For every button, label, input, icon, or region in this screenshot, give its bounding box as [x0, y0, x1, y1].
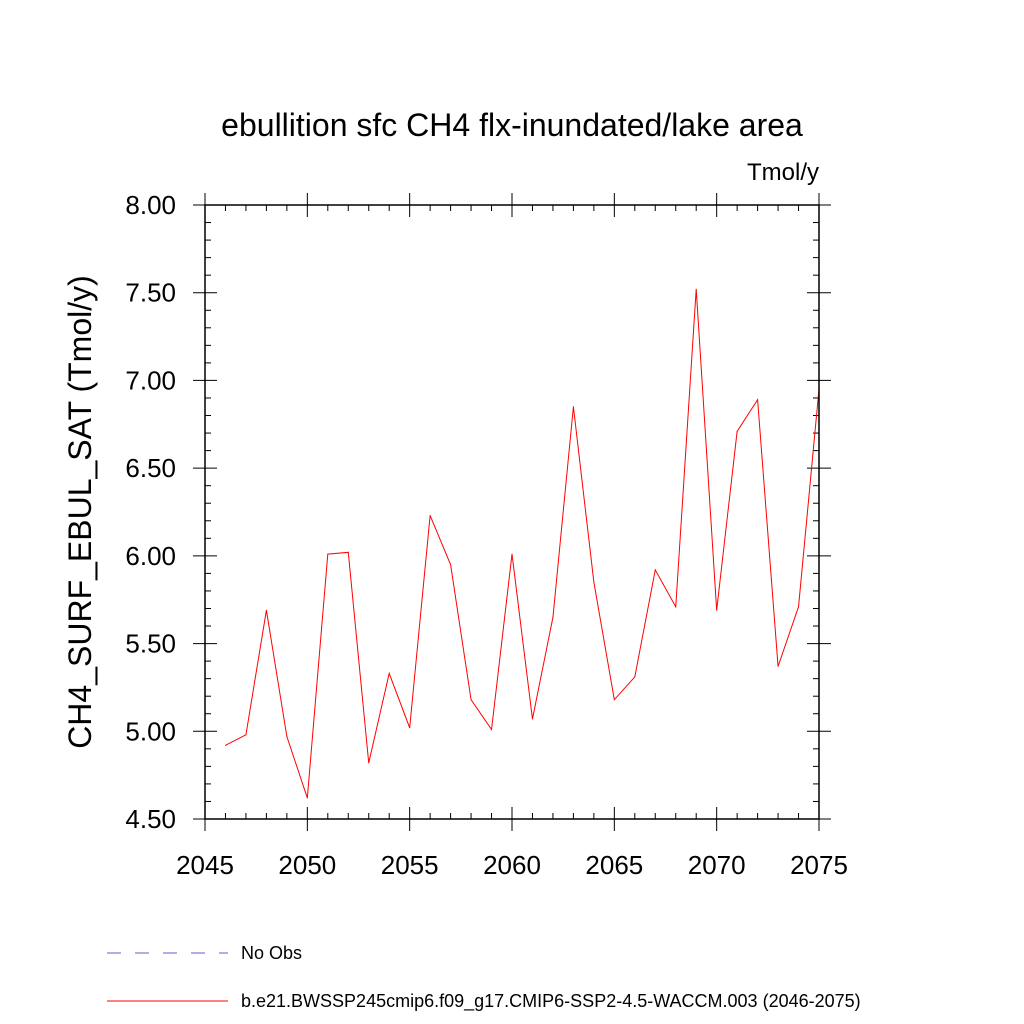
data-point [306, 797, 308, 799]
y-tick-label: 5.00 [125, 716, 176, 746]
x-tick-label: 2065 [585, 850, 643, 880]
data-point [716, 609, 718, 611]
data-point [531, 718, 533, 720]
y-tick-label: 6.00 [125, 541, 176, 571]
data-point [613, 699, 615, 701]
data-point [245, 734, 247, 736]
legend: No Obs b.e21.BWSSP245cmip6.f09_g17.CMIP6… [107, 943, 861, 1012]
data-point [327, 553, 329, 555]
axis-ticks [193, 193, 831, 831]
x-tick-label: 2055 [381, 850, 439, 880]
data-point [347, 551, 349, 553]
legend-label-model-run: b.e21.BWSSP245cmip6.f09_g17.CMIP6-SSP2-4… [241, 991, 861, 1012]
data-point [593, 581, 595, 583]
x-tick-label: 2075 [790, 850, 848, 880]
data-point [409, 727, 411, 729]
y-tick-label: 7.00 [125, 365, 176, 395]
y-tick-label: 4.50 [125, 804, 176, 834]
data-point [511, 553, 513, 555]
data-point [470, 699, 472, 701]
chart-title: ebullition sfc CH4 flx-inundated/lake ar… [221, 107, 803, 143]
y-axis-label: CH4_SURF_EBUL_SAT (Tmol/y) [62, 275, 98, 749]
x-tick-label: 2050 [278, 850, 336, 880]
y-tick-label: 5.50 [125, 629, 176, 659]
data-point [572, 406, 574, 408]
x-tick-label: 2070 [688, 850, 746, 880]
y-tick-label: 8.00 [125, 190, 176, 220]
x-tick-labels: 2045 2050 2055 2060 2065 2070 2075 [176, 850, 848, 880]
data-point [695, 288, 697, 290]
y-tick-label: 6.50 [125, 453, 176, 483]
data-point [368, 762, 370, 764]
data-point [654, 569, 656, 571]
data-point [552, 616, 554, 618]
data-point [450, 564, 452, 566]
data-point [491, 729, 493, 731]
x-tick-label: 2045 [176, 850, 234, 880]
data-point [634, 676, 636, 678]
plot-frame [204, 204, 820, 820]
y-tick-label: 7.50 [125, 278, 176, 308]
series-layer [224, 288, 820, 799]
data-point [736, 430, 738, 432]
data-point [777, 665, 779, 667]
data-point [675, 606, 677, 608]
data-point [429, 515, 431, 517]
data-point [286, 736, 288, 738]
data-point [388, 672, 390, 674]
data-point [224, 744, 226, 746]
data-point [757, 399, 759, 401]
units-label: Tmol/y [747, 159, 819, 186]
x-tick-label: 2060 [483, 850, 541, 880]
y-tick-labels: 4.50 5.00 5.50 6.00 6.50 7.00 7.50 8.00 [125, 190, 176, 834]
data-point [798, 606, 800, 608]
series-line [225, 289, 820, 799]
data-point [265, 609, 267, 611]
legend-label-no-obs: No Obs [241, 943, 302, 963]
